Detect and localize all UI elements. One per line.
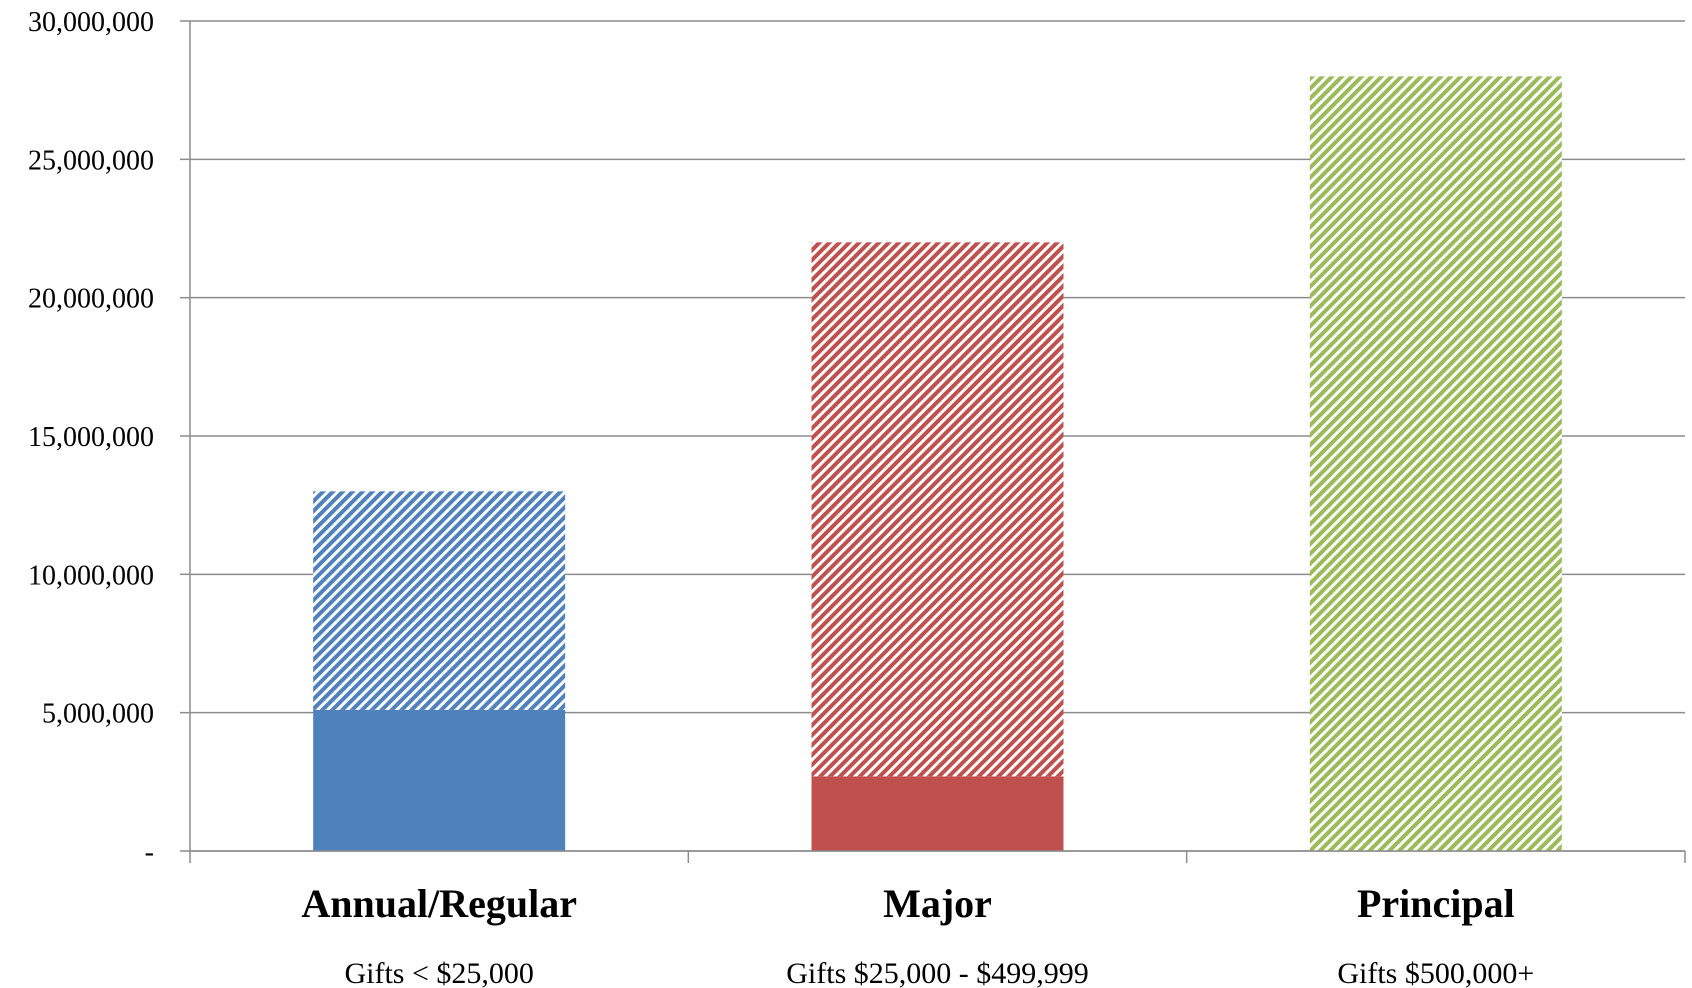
y-tick-label: 10,000,000: [28, 560, 154, 591]
bar-hatched-segment: [313, 491, 566, 710]
bar-solid-segment: [313, 709, 566, 851]
labels: - 5,000,000 10,000,000 15,000,000 20,000,000…: [28, 7, 1534, 988]
y-tick-label: 25,000,000: [28, 145, 154, 176]
bar-hatched-segment: [1309, 76, 1562, 852]
y-tick-label: 20,000,000: [28, 284, 154, 315]
bars: [313, 76, 1562, 852]
y-tick-label: 15,000,000: [28, 422, 154, 453]
y-tick-label: 30,000,000: [28, 7, 154, 38]
y-tick-label: 5,000,000: [42, 699, 154, 730]
x-category-label: Principal: [1357, 881, 1515, 926]
bar-solid-segment: [811, 776, 1064, 851]
bar-hatched-segment: [811, 242, 1064, 777]
x-category-sublabel: Gifts < $25,000: [344, 957, 533, 988]
x-category-sublabel: Gifts $500,000+: [1337, 957, 1534, 988]
axes: [180, 20, 1686, 863]
y-tick-label: -: [145, 837, 154, 868]
x-category-label: Major: [883, 881, 992, 926]
x-category-label: Annual/Regular: [301, 881, 577, 926]
x-category-sublabel: Gifts $25,000 - $499,999: [786, 957, 1089, 988]
